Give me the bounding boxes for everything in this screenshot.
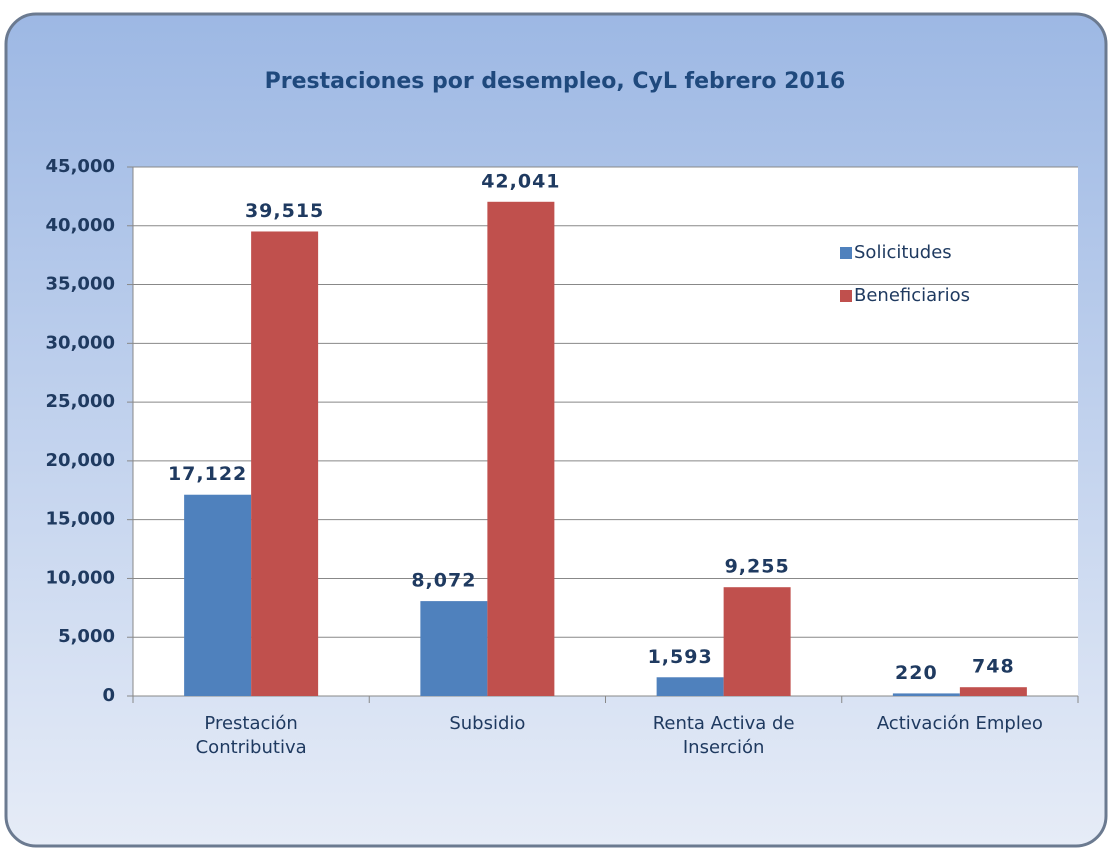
x-tick-label: Contributiva: [196, 737, 307, 758]
legend-swatch: [840, 290, 852, 302]
y-tick-label: 25,000: [46, 391, 115, 412]
bar: [656, 677, 724, 696]
bar: [420, 601, 488, 696]
y-tick-label: 10,000: [46, 567, 115, 588]
y-tick-label: 20,000: [46, 450, 115, 471]
x-tick-label: Prestación: [204, 713, 297, 734]
value-label: 17,122: [168, 463, 247, 485]
value-label: 220: [895, 662, 938, 684]
y-tick-label: 15,000: [46, 509, 115, 530]
bar: [959, 687, 1027, 696]
value-label: 9,255: [725, 556, 790, 578]
y-tick-label: 40,000: [46, 215, 115, 236]
value-label: 1,593: [648, 646, 713, 668]
y-tick-label: 0: [102, 685, 115, 706]
y-tick-label: 45,000: [46, 156, 115, 177]
chart-title: Prestaciones por desempleo, CyL febrero …: [265, 69, 846, 94]
x-tick-label: Subsidio: [449, 713, 525, 734]
value-label: 748: [972, 656, 1015, 678]
y-tick-label: 35,000: [46, 274, 115, 295]
bar: [487, 201, 555, 697]
x-tick-label: Inserción: [683, 737, 765, 758]
y-tick-label: 5,000: [58, 626, 115, 647]
y-tick-label: 30,000: [46, 332, 115, 353]
bar: [892, 693, 960, 696]
legend-label: Solicitudes: [854, 242, 952, 263]
x-tick-label: Renta Activa de: [653, 713, 795, 734]
legend-label: Beneficiarios: [854, 285, 970, 306]
bar: [723, 587, 791, 696]
x-tick-label: Activación Empleo: [877, 713, 1043, 734]
value-label: 8,072: [411, 570, 476, 592]
bar: [251, 231, 319, 696]
value-label: 39,515: [245, 200, 324, 222]
value-label: 42,041: [481, 170, 560, 192]
bar: [184, 494, 252, 696]
legend-swatch: [840, 247, 852, 259]
